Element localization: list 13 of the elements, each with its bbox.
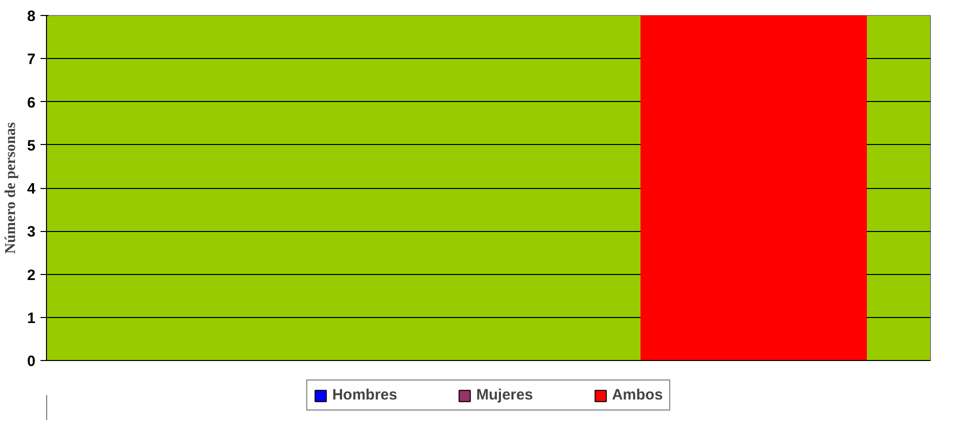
y-axis-title: Número de personas [3, 122, 20, 254]
y-tick-label: 4 [27, 180, 36, 198]
legend-label: Ambos [612, 386, 663, 404]
y-tick-label: 2 [27, 266, 36, 284]
legend-label: Hombres [332, 386, 398, 404]
y-tick-label: 8 [27, 8, 36, 25]
y-tick-label: 7 [27, 51, 36, 68]
y-tick-label: 1 [27, 310, 36, 327]
y-tick-label: 6 [27, 94, 36, 112]
y-tick-label: 5 [27, 137, 36, 154]
y-tick-label: 3 [27, 224, 36, 241]
y-tick-label: 0 [27, 353, 36, 370]
legend-label: Mujeres [476, 386, 533, 404]
